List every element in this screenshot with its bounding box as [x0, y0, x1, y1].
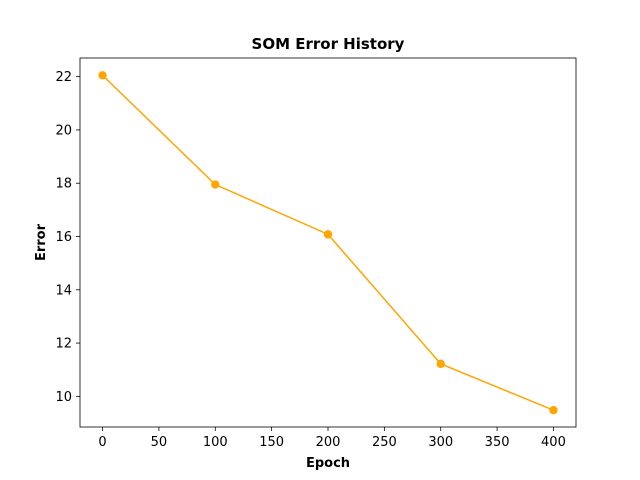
x-tick-label: 250: [372, 435, 397, 450]
y-tick-label: 20: [55, 123, 72, 138]
y-tick-label: 10: [55, 390, 72, 405]
y-tick-label: 12: [55, 337, 72, 352]
data-point: [436, 359, 445, 369]
y-tick-label: 14: [55, 283, 72, 298]
data-point: [549, 406, 558, 415]
x-tick-label: 150: [259, 435, 284, 450]
x-tick-label: 200: [316, 435, 341, 450]
data-point: [323, 230, 333, 239]
x-axis-label: Epoch: [306, 456, 350, 471]
y-tick-label: 22: [55, 70, 72, 85]
plot-frame: [79, 57, 577, 428]
data-point: [98, 71, 107, 80]
x-tick-label: 100: [203, 435, 228, 450]
chart-title: SOM Error History: [252, 35, 405, 53]
data-points: [98, 71, 558, 415]
data-point: [211, 180, 220, 189]
error-line: [102, 74, 554, 411]
y-axis-ticks: 10 12 14 16 18 20 22: [55, 70, 80, 405]
y-tick-label: 18: [55, 177, 72, 192]
x-tick-label: 0: [98, 435, 106, 450]
x-tick-label: 50: [151, 435, 168, 450]
x-tick-label: 300: [428, 435, 453, 450]
x-tick-label: 400: [541, 435, 566, 450]
y-tick-label: 16: [55, 230, 72, 245]
y-axis-label: Error: [34, 223, 49, 261]
x-axis-ticks: 0 50 100 150 200 250 300 350 400: [98, 427, 566, 450]
x-tick-label: 350: [485, 435, 510, 450]
